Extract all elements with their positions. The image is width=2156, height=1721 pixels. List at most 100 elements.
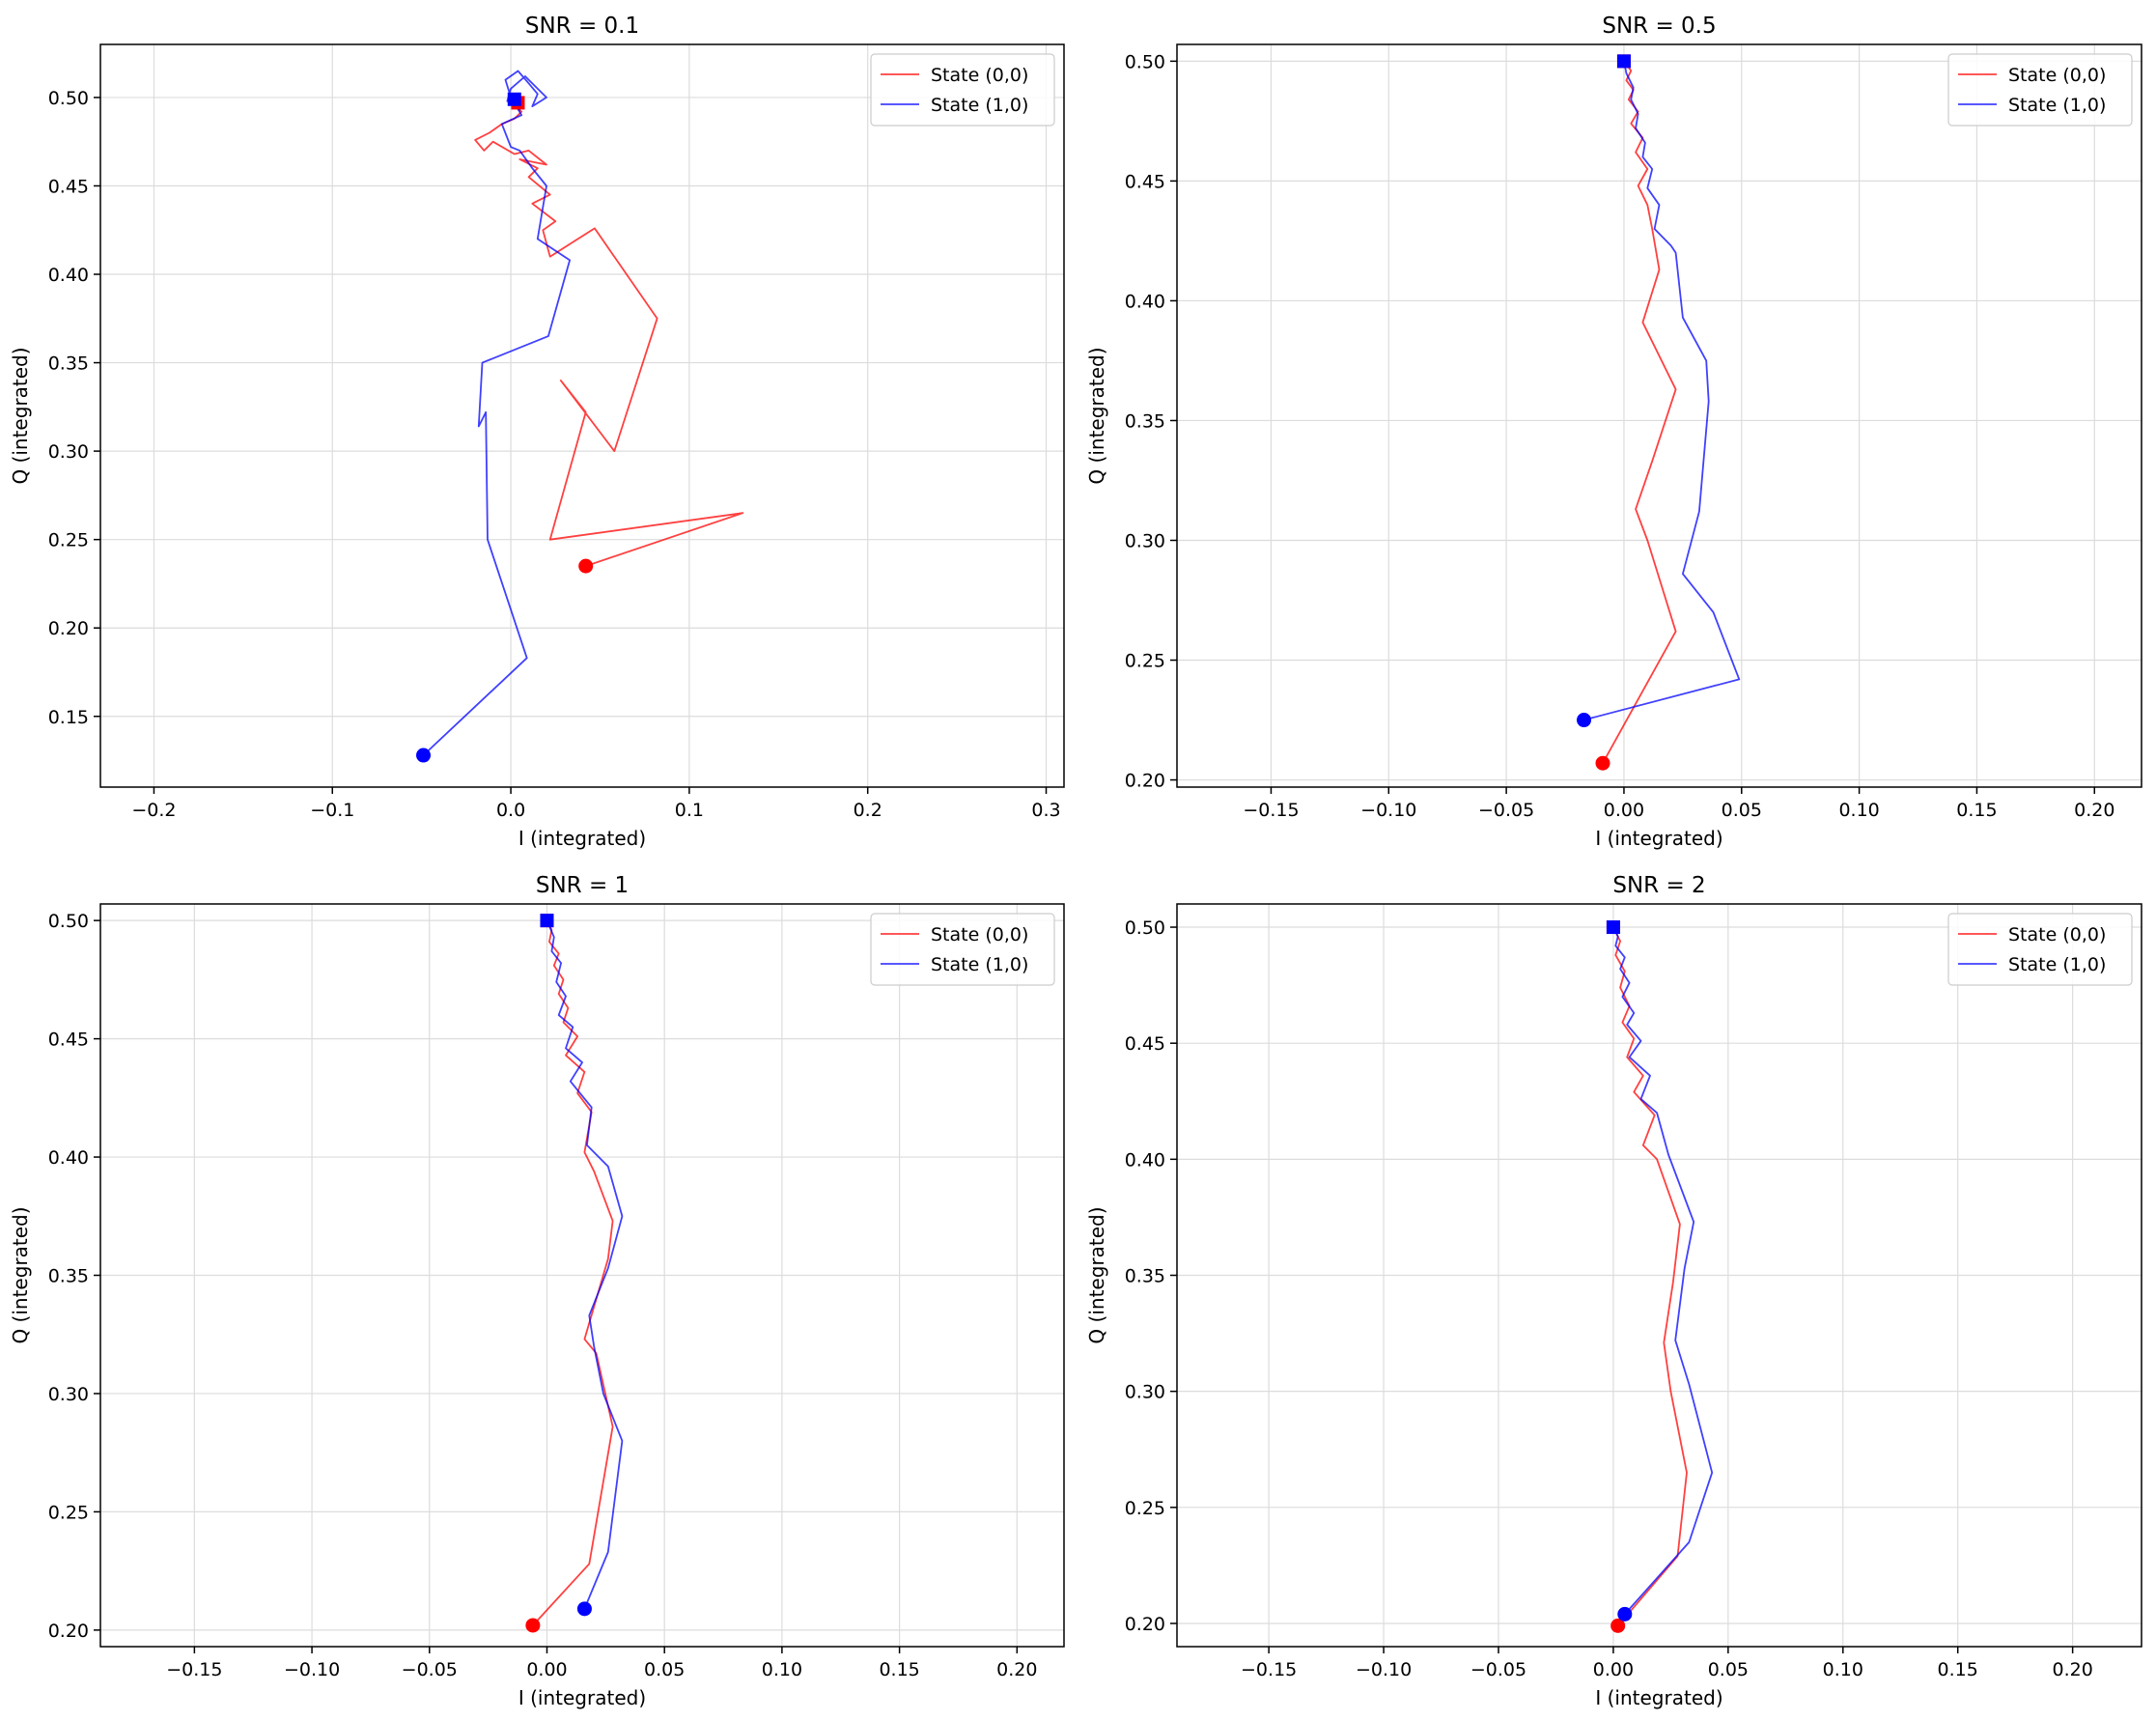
y-tick-label: 0.50 — [48, 88, 89, 109]
x-axis-label: I (integrated) — [518, 1686, 646, 1709]
series-line-1 — [1602, 60, 1677, 764]
series-line-1 — [532, 919, 614, 1626]
y-tick-label: 0.30 — [1125, 530, 1165, 551]
x-tick-label: 0.2 — [854, 800, 882, 821]
subplot-2: −0.15 −0.10 −0.05 0.00 0.05 0.10 0.15 0.20 0.20 0… — [1085, 14, 2142, 850]
legend: State (0,0) State (1,0) — [870, 53, 1055, 127]
x-tick-label: 0.20 — [996, 1659, 1037, 1680]
legend: State (0,0) State (1,0) — [870, 913, 1055, 986]
x-tick-label: 0.3 — [1031, 800, 1060, 821]
x-tick-label: −0.15 — [1243, 800, 1299, 821]
y-tick-label: 0.20 — [1125, 771, 1165, 792]
x-tick-label: −0.10 — [284, 1659, 340, 1680]
x-tick-label: 0.15 — [1938, 1659, 1978, 1680]
axes-frame — [1176, 43, 2142, 788]
y-tick-label: 0.35 — [48, 353, 89, 375]
legend-box — [870, 53, 1055, 127]
series-line-2 — [1583, 61, 1741, 721]
x-tick-label: 0.00 — [526, 1659, 567, 1680]
x-tick-label: −0.05 — [402, 1659, 458, 1680]
legend-box — [1947, 913, 2133, 986]
y-tick-label: 0.25 — [48, 530, 89, 551]
legend-entry: State (0,0) — [931, 924, 1028, 945]
subplot-4: −0.15 −0.10 −0.05 0.00 0.05 0.10 0.15 0.20 0.20 0… — [1085, 873, 2142, 1709]
y-tick-label: 0.25 — [1125, 1498, 1165, 1519]
legend-entry: State (1,0) — [2008, 95, 2106, 116]
x-tick-label: 0.0 — [496, 800, 525, 821]
legend-entry: State (1,0) — [931, 95, 1028, 116]
y-axis-label: Q (integrated) — [9, 1206, 32, 1343]
x-tick-label: 0.00 — [1593, 1659, 1634, 1680]
y-tick-label: 0.50 — [1125, 917, 1165, 939]
legend-entry: State (1,0) — [931, 954, 1028, 975]
y-tick-label: 0.35 — [48, 1266, 89, 1287]
series-line-1 — [474, 97, 744, 567]
start-marker-2 — [1617, 1606, 1633, 1622]
y-tick-label: 0.40 — [1125, 291, 1165, 312]
x-tick-label: −0.05 — [1470, 1659, 1526, 1680]
x-tick-label: −0.1 — [310, 800, 354, 821]
y-tick-label: 0.30 — [48, 441, 89, 463]
x-tick-label: 0.00 — [1604, 800, 1644, 821]
y-tick-label: 0.40 — [48, 265, 89, 286]
y-axis-label: Q (integrated) — [1085, 1206, 1108, 1343]
y-tick-label: 0.50 — [48, 911, 89, 932]
y-tick-label: 0.45 — [48, 176, 89, 197]
x-axis-label: I (integrated) — [1595, 827, 1722, 850]
y-tick-label: 0.20 — [1125, 1614, 1165, 1635]
plot-area — [1606, 920, 1714, 1633]
series-line-2 — [1612, 926, 1714, 1615]
plot-area — [416, 70, 744, 763]
y-tick-label: 0.45 — [48, 1030, 89, 1051]
x-tick-label: −0.05 — [1478, 800, 1534, 821]
start-marker-1 — [1595, 755, 1610, 771]
x-tick-label: 0.05 — [1708, 1659, 1749, 1680]
y-tick-label: 0.35 — [1125, 1266, 1165, 1287]
end-marker-2 — [507, 92, 521, 106]
y-tick-label: 0.15 — [48, 707, 89, 728]
end-marker-2 — [540, 914, 554, 928]
start-marker-2 — [1577, 713, 1592, 728]
x-tick-label: 0.10 — [1838, 800, 1879, 821]
x-tick-label: 0.10 — [1823, 1659, 1863, 1680]
y-tick-label: 0.25 — [1125, 651, 1165, 672]
legend-box — [1947, 53, 2133, 127]
x-tick-label: 0.15 — [1956, 800, 1997, 821]
x-axis-label: I (integrated) — [518, 827, 646, 850]
grid — [100, 44, 1064, 787]
x-tick-label: 0.10 — [762, 1659, 802, 1680]
axes-frame — [99, 43, 1065, 788]
start-marker-1 — [578, 558, 594, 574]
x-tick-label: −0.10 — [1356, 1659, 1412, 1680]
chart-title: SNR = 0.5 — [1602, 14, 1716, 39]
end-marker-2 — [1606, 920, 1620, 935]
plot-area — [1577, 54, 1741, 771]
legend-entry: State (1,0) — [2008, 954, 2106, 975]
subplot-3: −0.15 −0.10 −0.05 0.00 0.05 0.10 0.15 0.20 0.20 0… — [9, 873, 1065, 1709]
y-axis-label: Q (integrated) — [9, 347, 32, 484]
chart-title: SNR = 1 — [536, 873, 629, 898]
series-line-1 — [1612, 926, 1688, 1626]
start-marker-1 — [525, 1618, 541, 1633]
x-tick-label: 0.1 — [675, 800, 704, 821]
plot-area — [525, 914, 624, 1633]
grid — [1177, 44, 2142, 787]
y-tick-label: 0.50 — [1125, 51, 1165, 72]
chart-title: SNR = 0.1 — [525, 14, 639, 39]
start-marker-1 — [1610, 1618, 1626, 1633]
legend: State (0,0) State (1,0) — [1947, 913, 2133, 986]
y-tick-label: 0.45 — [1125, 171, 1165, 192]
legend-entry: State (0,0) — [931, 65, 1028, 86]
start-marker-2 — [576, 1601, 592, 1617]
y-tick-label: 0.45 — [1125, 1033, 1165, 1055]
y-tick-label: 0.20 — [48, 618, 89, 639]
legend-entry: State (0,0) — [2008, 924, 2106, 945]
legend-box — [870, 913, 1055, 986]
grid — [1177, 904, 2142, 1647]
y-tick-label: 0.25 — [48, 1502, 89, 1523]
end-marker-2 — [1616, 54, 1631, 69]
x-tick-label: −0.15 — [1241, 1659, 1297, 1680]
y-tick-label: 0.30 — [1125, 1382, 1165, 1403]
legend-entry: State (0,0) — [2008, 65, 2106, 86]
